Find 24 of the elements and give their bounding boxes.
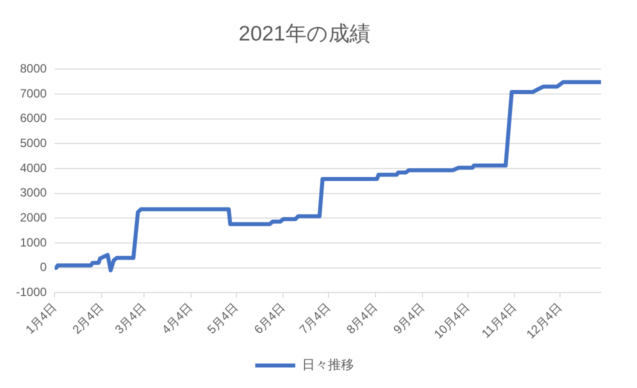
y-tick-label: 7000 [20,86,48,100]
y-tick-label: -1000 [16,285,48,299]
y-tick-label: 6000 [20,111,48,126]
x-tick-label: 5月4日 [204,300,241,337]
x-tick-label: 9月4日 [390,300,427,337]
x-tick-label: 3月4日 [112,300,148,337]
x-tick-label: 6月4日 [251,300,288,337]
x-tick-label: 12月4日 [524,300,565,342]
x-tick-label: 7月4日 [296,300,334,337]
x-tick-label: 1月4日 [22,300,60,337]
y-tick-label: 3000 [20,186,48,200]
chart-title: 2021年の成績 [238,22,370,46]
y-tick-label: 8000 [20,62,48,76]
y-tick-label: 5000 [20,136,48,150]
y-tick-label: 2000 [20,210,48,225]
x-tick-label: 2月4日 [70,300,106,337]
x-tick-label: 8月4日 [344,300,380,337]
y-tick-label: 4000 [20,160,48,175]
y-tick-label: 1000 [20,235,48,250]
x-tick-label: 4月4日 [159,300,196,337]
x-tick-label: 11月4日 [478,300,520,341]
legend-label: 日々推移 [302,357,354,372]
x-tick-label: 10月4日 [431,300,472,342]
y-tick-label: 0 [40,260,48,274]
